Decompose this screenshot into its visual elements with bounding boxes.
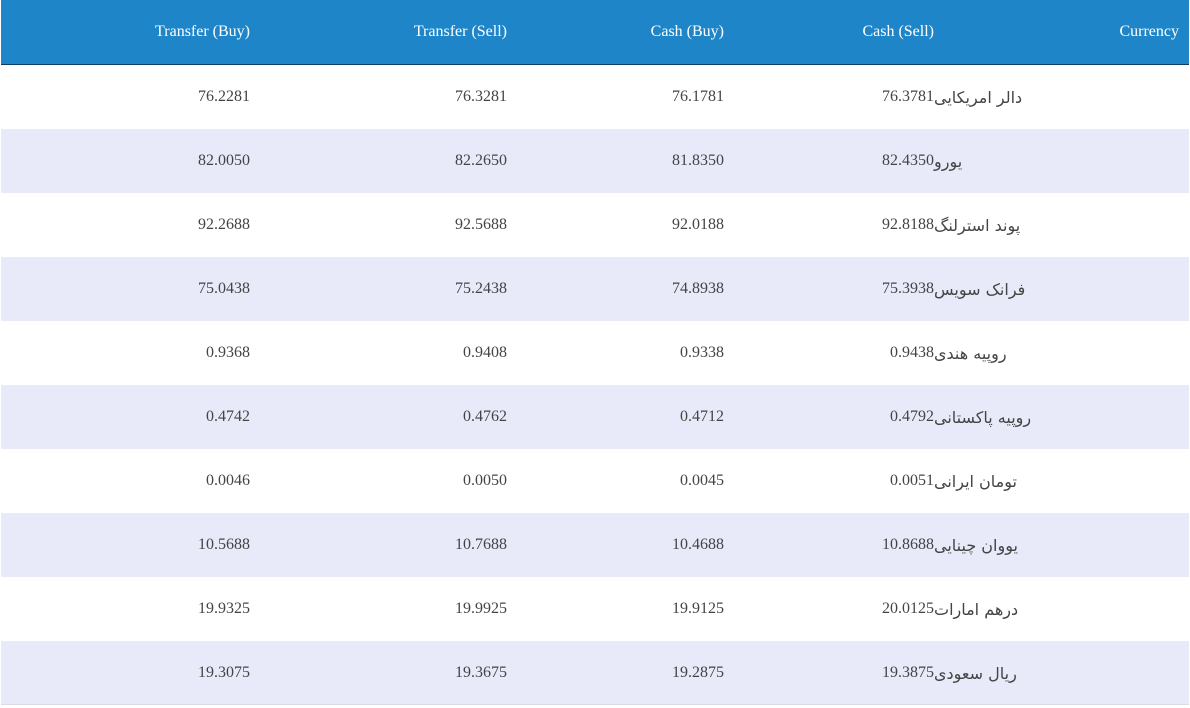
table-body: 76.2281 76.3281 76.1781 76.3781 دالر امریکای…: [1, 64, 1189, 705]
cell-transfer-buy: 82.0050: [1, 129, 250, 193]
cell-cash-sell: 82.4350: [724, 129, 934, 193]
cell-transfer-sell: 0.4762: [250, 385, 507, 449]
table-row: 19.3075 19.3675 19.2875 19.3875 ریال سعودی: [1, 641, 1189, 705]
cell-transfer-buy: 92.2688: [1, 193, 250, 257]
cell-transfer-sell: 0.9408: [250, 321, 507, 385]
table-row: 75.0438 75.2438 74.8938 75.3938 فرانک سویس: [1, 257, 1189, 321]
cell-transfer-buy: 19.3075: [1, 641, 250, 705]
cell-cash-buy: 19.2875: [507, 641, 724, 705]
cell-cash-buy: 10.4688: [507, 513, 724, 577]
cell-currency: روپیه هندی: [934, 321, 1189, 385]
header-cash-buy: Cash (Buy): [507, 0, 724, 65]
cell-cash-sell: 75.3938: [724, 257, 934, 321]
cell-cash-buy: 19.9125: [507, 577, 724, 641]
cell-transfer-sell: 75.2438: [250, 257, 507, 321]
cell-transfer-sell: 10.7688: [250, 513, 507, 577]
header-transfer-sell: Transfer (Sell): [250, 0, 507, 65]
cell-transfer-sell: 82.2650: [250, 129, 507, 193]
header-transfer-buy: Transfer (Buy): [1, 0, 250, 65]
table-row: 92.2688 92.5688 92.0188 92.8188 پوند استرلنگ: [1, 193, 1189, 257]
cell-currency: یووان چینایی: [934, 513, 1189, 577]
cell-currency: پوند استرلنگ: [934, 193, 1189, 257]
cell-cash-buy: 0.0045: [507, 449, 724, 513]
cell-cash-sell: 0.0051: [724, 449, 934, 513]
cell-transfer-buy: 0.4742: [1, 385, 250, 449]
cell-cash-buy: 81.8350: [507, 129, 724, 193]
cell-currency: فرانک سویس: [934, 257, 1189, 321]
cell-cash-sell: 20.0125: [724, 577, 934, 641]
cell-cash-buy: 76.1781: [507, 64, 724, 129]
cell-currency: تومان ایرانی: [934, 449, 1189, 513]
cell-currency: درهم امارات: [934, 577, 1189, 641]
cell-cash-buy: 0.4712: [507, 385, 724, 449]
cell-transfer-buy: 10.5688: [1, 513, 250, 577]
table-row: 0.4742 0.4762 0.4712 0.4792 روپیه پاکستانی: [1, 385, 1189, 449]
cell-cash-sell: 19.3875: [724, 641, 934, 705]
cell-cash-sell: 76.3781: [724, 64, 934, 129]
cell-currency: یورو: [934, 129, 1189, 193]
cell-transfer-buy: 0.0046: [1, 449, 250, 513]
cell-transfer-buy: 0.9368: [1, 321, 250, 385]
cell-transfer-buy: 75.0438: [1, 257, 250, 321]
table-row: 0.9368 0.9408 0.9338 0.9438 روپیه هندی: [1, 321, 1189, 385]
cell-transfer-sell: 0.0050: [250, 449, 507, 513]
cell-transfer-sell: 76.3281: [250, 64, 507, 129]
header-cash-sell: Cash (Sell): [724, 0, 934, 65]
table-row: 10.5688 10.7688 10.4688 10.8688 یووان چینایی: [1, 513, 1189, 577]
table-header: Transfer (Buy) Transfer (Sell) Cash (Buy…: [1, 0, 1189, 65]
table-row: 0.0046 0.0050 0.0045 0.0051 تومان ایرانی: [1, 449, 1189, 513]
cell-cash-buy: 74.8938: [507, 257, 724, 321]
cell-cash-buy: 92.0188: [507, 193, 724, 257]
table-row: 76.2281 76.3281 76.1781 76.3781 دالر امریکای…: [1, 64, 1189, 129]
cell-cash-sell: 0.4792: [724, 385, 934, 449]
table-row: 82.0050 82.2650 81.8350 82.4350 یورو: [1, 129, 1189, 193]
cell-transfer-sell: 19.9925: [250, 577, 507, 641]
cell-currency: روپیه پاکستانی: [934, 385, 1189, 449]
cell-transfer-buy: 19.9325: [1, 577, 250, 641]
cell-cash-sell: 10.8688: [724, 513, 934, 577]
cell-cash-sell: 0.9438: [724, 321, 934, 385]
table-bottom-border: [1, 704, 1189, 705]
table-row: 19.9325 19.9925 19.9125 20.0125 درهم امارات: [1, 577, 1189, 641]
header-currency: Currency: [934, 0, 1189, 65]
cell-currency: دالر امریکایی: [934, 64, 1189, 129]
cell-transfer-buy: 76.2281: [1, 64, 250, 129]
cell-transfer-sell: 19.3675: [250, 641, 507, 705]
cell-transfer-sell: 92.5688: [250, 193, 507, 257]
cell-cash-sell: 92.8188: [724, 193, 934, 257]
cell-currency: ریال سعودی: [934, 641, 1189, 705]
header-row: Transfer (Buy) Transfer (Sell) Cash (Buy…: [1, 0, 1189, 65]
cell-cash-buy: 0.9338: [507, 321, 724, 385]
